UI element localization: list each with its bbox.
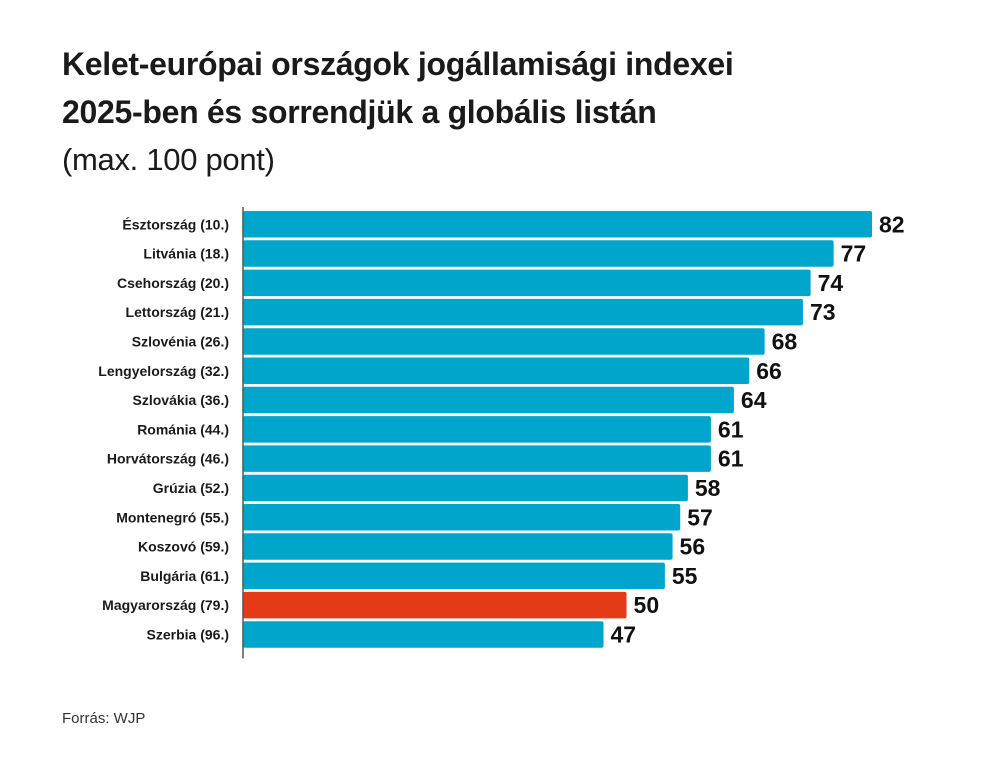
value-label: 77 (841, 241, 867, 267)
bar-12 (243, 562, 665, 590)
bar-10 (243, 504, 681, 531)
category-label: Szerbia (96.) (147, 626, 229, 642)
category-label: Horvátország (46.) (107, 451, 229, 467)
category-label: Lengyelország (32.) (98, 363, 229, 379)
category-label: Koszovó (59.) (138, 539, 229, 555)
value-label: 58 (695, 475, 721, 501)
chart-title: Kelet-európai országok jogállamisági ind… (62, 40, 962, 136)
category-label: Bulgária (61.) (140, 568, 229, 584)
value-label: 64 (741, 387, 767, 413)
bar-4 (243, 328, 765, 355)
bar-6 (243, 386, 734, 414)
value-label: 61 (718, 446, 744, 472)
value-label: 73 (810, 299, 836, 325)
bar-7 (243, 416, 711, 443)
value-label: 56 (680, 534, 706, 560)
value-label: 61 (718, 416, 744, 442)
value-label: 50 (634, 592, 660, 618)
bar-0 (243, 211, 872, 238)
bar-14 (243, 621, 604, 648)
category-label: Lettország (21.) (126, 304, 229, 320)
bar-13 (243, 591, 627, 619)
bar-2 (243, 269, 811, 297)
bar-9 (243, 474, 688, 502)
value-label: 55 (672, 563, 698, 589)
category-label: Szlovákia (36.) (133, 392, 230, 408)
category-label: Szlovénia (26.) (132, 333, 229, 349)
value-label: 82 (879, 211, 905, 237)
source-note: Forrás: WJP (62, 710, 146, 727)
value-label: 57 (687, 504, 713, 530)
category-label: Románia (44.) (137, 421, 229, 437)
value-label: 66 (756, 358, 782, 384)
value-label: 68 (772, 328, 798, 354)
bar-1 (243, 240, 834, 267)
value-label: 47 (611, 621, 637, 647)
category-label: Montenegró (55.) (116, 509, 229, 525)
chart-title-line-1: Kelet-európai országok jogállamisági ind… (62, 46, 734, 82)
category-label: Magyarország (79.) (102, 597, 229, 613)
category-label: Csehország (20.) (117, 275, 229, 291)
category-label: Grúzia (52.) (153, 480, 229, 496)
bar-11 (243, 533, 673, 560)
chart-subtitle: (max. 100 pont) (62, 142, 275, 177)
bar-5 (243, 357, 750, 384)
bar-3 (243, 298, 803, 326)
value-label: 74 (818, 270, 844, 296)
category-label: Litvánia (18.) (143, 246, 229, 262)
category-label: Észtország (10.) (122, 216, 229, 232)
bar-8 (243, 445, 711, 472)
chart-title-line-2: 2025-ben és sorrendjük a globális listán (62, 94, 657, 130)
